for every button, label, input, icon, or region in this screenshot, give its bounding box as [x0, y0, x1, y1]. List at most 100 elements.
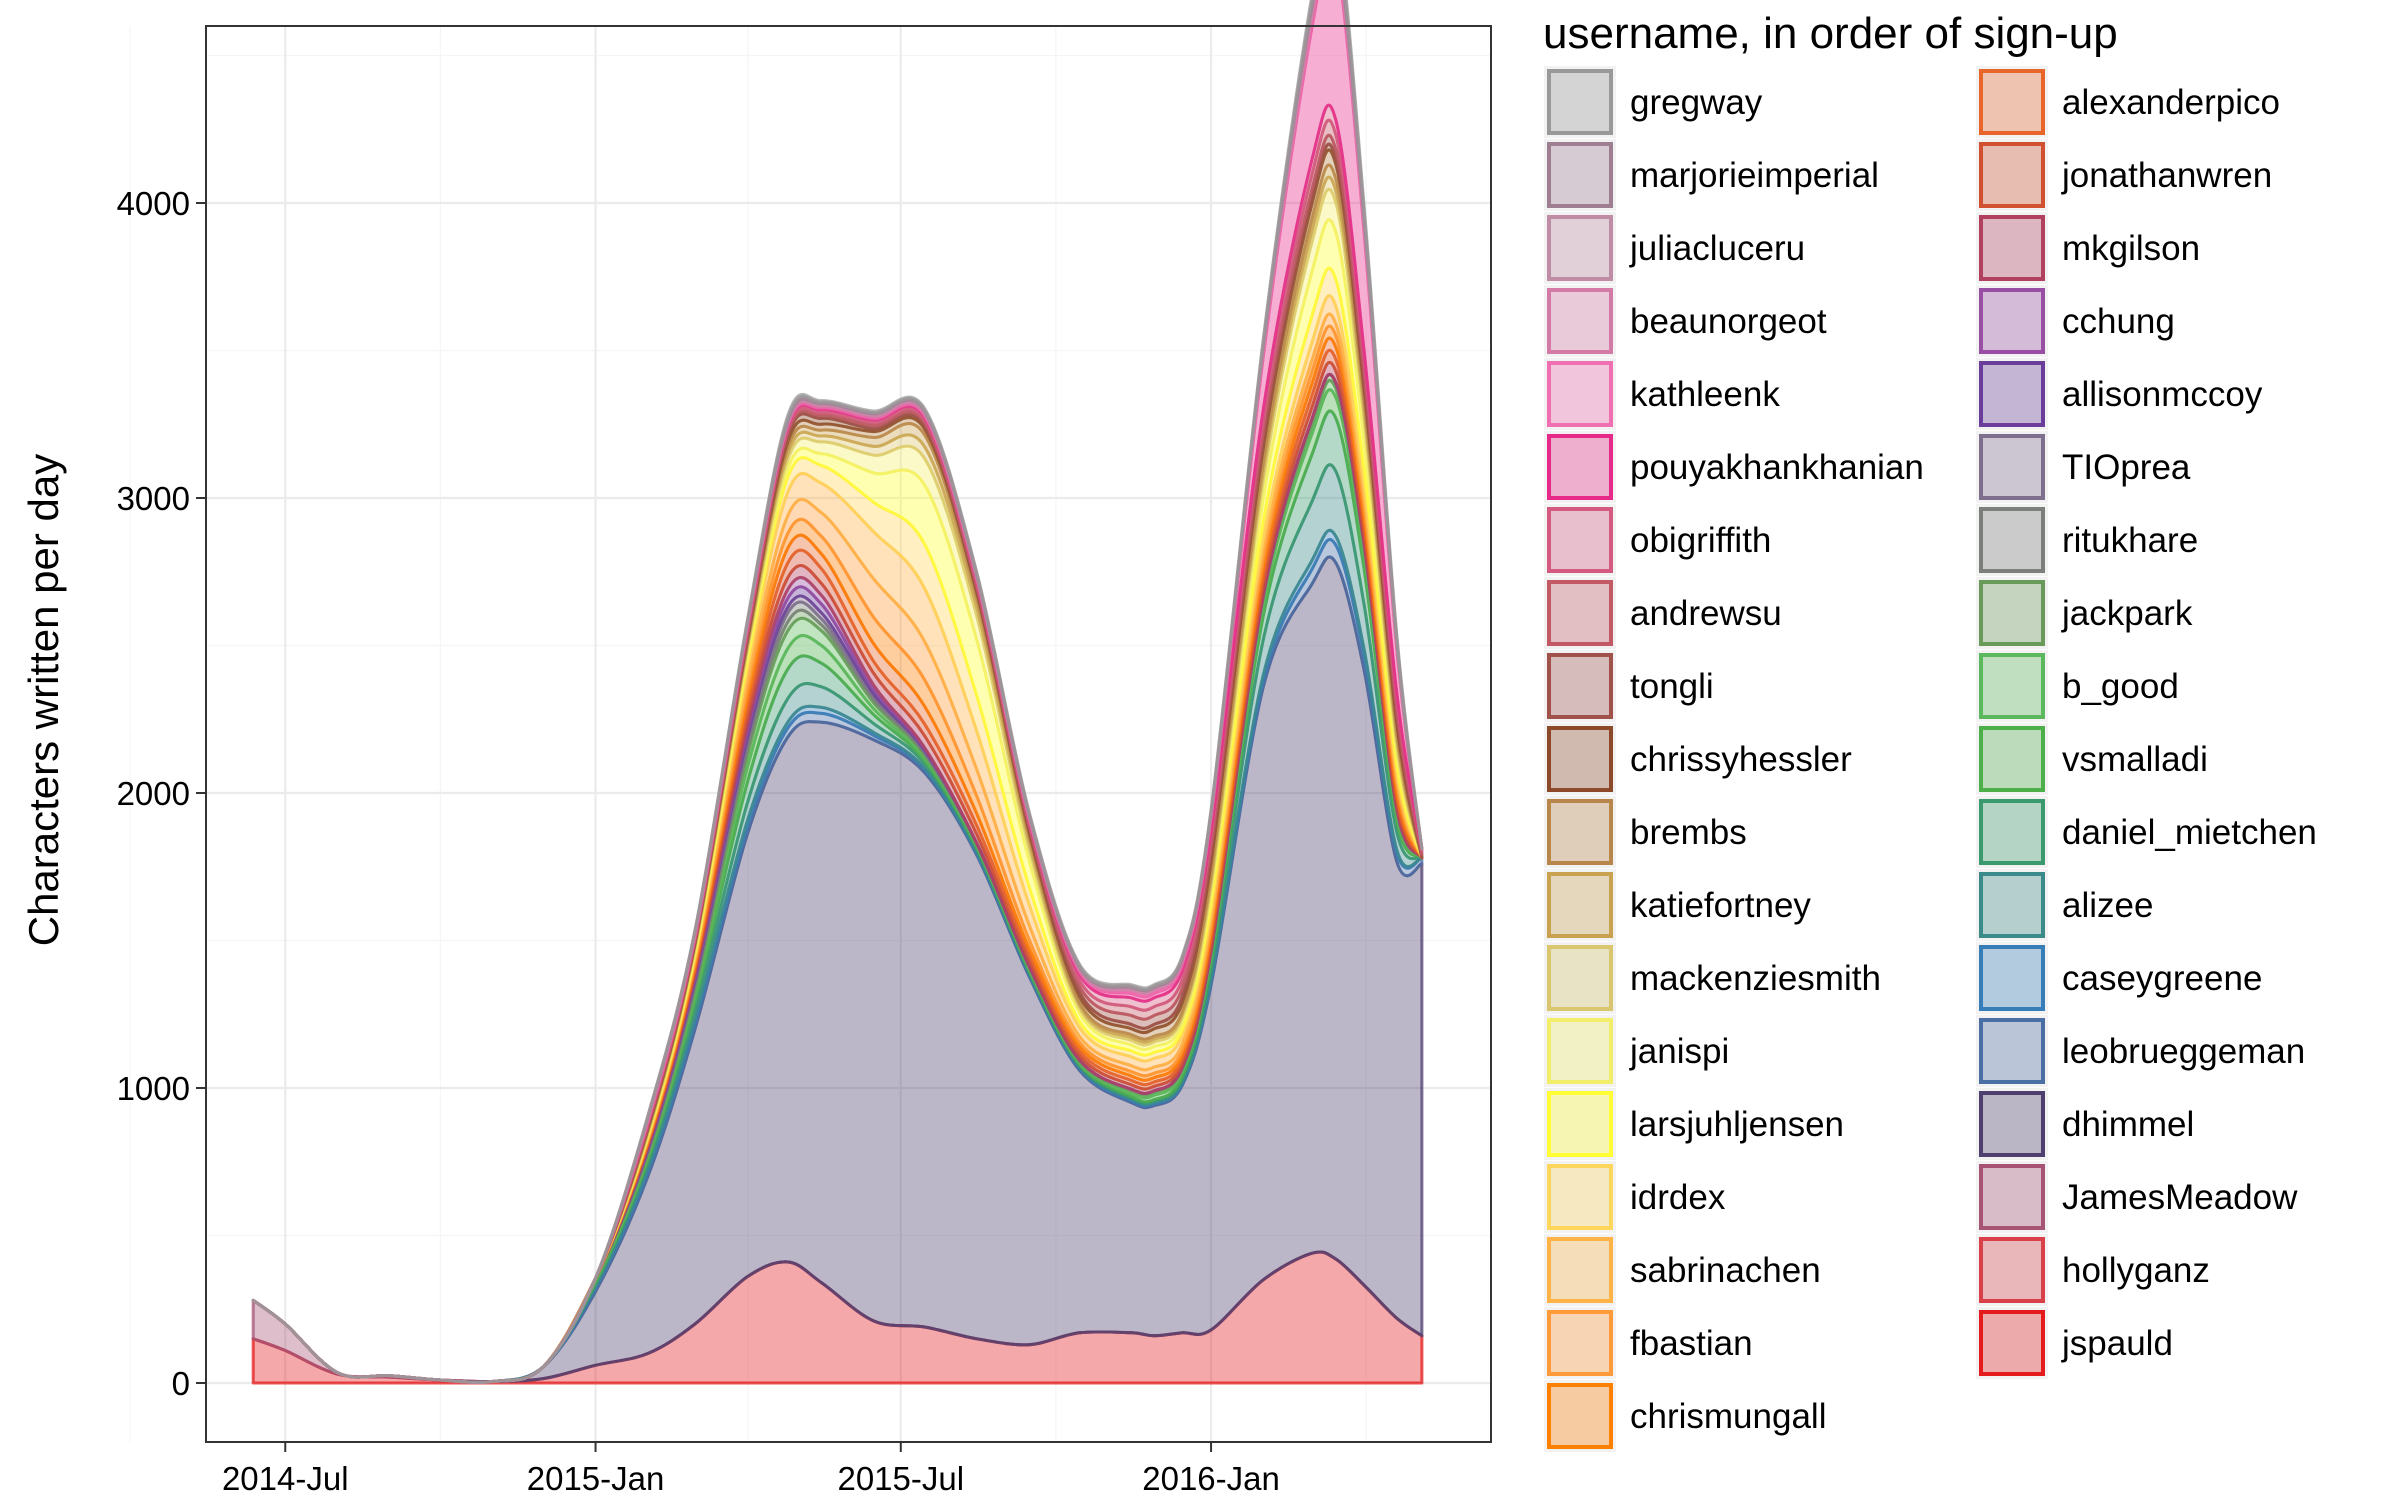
legend-key: [1544, 723, 1616, 795]
legend-label: andrewsu: [1630, 594, 1782, 633]
legend-label: gregway: [1630, 83, 1763, 122]
legend-label: janispi: [1630, 1032, 1730, 1071]
legend-label: pouyakhankhanian: [1630, 448, 1924, 487]
legend-item-vsmalladi: vsmalladi: [1975, 723, 2395, 796]
legend-key: [1976, 212, 2048, 284]
legend-key: [1544, 869, 1616, 941]
legend-item-mkgilson: mkgilson: [1975, 212, 2395, 285]
legend-label: hollyganz: [2062, 1251, 2210, 1290]
legend-label: jackpark: [2062, 594, 2193, 633]
legend-swatch: [1979, 142, 2045, 208]
legend-key: [1976, 942, 2048, 1014]
legend-label: allisonmccoy: [2062, 375, 2263, 414]
legend-swatch: [1979, 1310, 2045, 1376]
legend-key: [1976, 66, 2048, 138]
legend-key: [1976, 650, 2048, 722]
legend-item-janispi: janispi: [1543, 1015, 1963, 1088]
legend-label: alizee: [2062, 886, 2154, 925]
legend-swatch: [1547, 726, 1613, 792]
legend-swatch: [1547, 1164, 1613, 1230]
y-tick-label: 2000: [117, 775, 190, 812]
legend-swatch: [1547, 1091, 1613, 1157]
legend-item-hollyganz: hollyganz: [1975, 1234, 2395, 1307]
legend-swatch: [1979, 580, 2045, 646]
legend-key: [1544, 796, 1616, 868]
legend-item-sabrinachen: sabrinachen: [1543, 1234, 1963, 1307]
legend-label: katiefortney: [1630, 886, 1811, 925]
x-tick-label: 2015-Jan: [527, 1460, 665, 1497]
legend-title: username, in order of sign-up: [1543, 9, 2118, 58]
legend-swatch: [1547, 1237, 1613, 1303]
legend-swatch: [1979, 1091, 2045, 1157]
legend-swatch: [1979, 215, 2045, 281]
legend-swatch: [1547, 653, 1613, 719]
x-tick-label: 2015-Jul: [837, 1460, 964, 1497]
legend-swatch: [1979, 361, 2045, 427]
legend-item-marjorieimperial: marjorieimperial: [1543, 139, 1963, 212]
legend-key: [1544, 577, 1616, 649]
legend-key: [1976, 1234, 2048, 1306]
legend-key: [1544, 1380, 1616, 1452]
legend-label: ritukhare: [2062, 521, 2199, 560]
legend-key: [1976, 139, 2048, 211]
legend-key: [1544, 1015, 1616, 1087]
x-tick-label: 2016-Jan: [1142, 1460, 1280, 1497]
legend-label: JamesMeadow: [2062, 1178, 2298, 1217]
legend-label: obigriffith: [1630, 521, 1772, 560]
legend-swatch: [1979, 434, 2045, 500]
legend-swatch: [1547, 872, 1613, 938]
legend-swatch: [1547, 434, 1613, 500]
legend-key: [1544, 504, 1616, 576]
legend-item-gregway: gregway: [1543, 66, 1963, 139]
legend-swatch: [1979, 69, 2045, 135]
legend-swatch: [1979, 1018, 2045, 1084]
legend-swatch: [1547, 580, 1613, 646]
legend-item-alizee: alizee: [1975, 869, 2395, 942]
legend-swatch: [1979, 726, 2045, 792]
y-tick-label: 3000: [117, 480, 190, 517]
legend-swatch: [1979, 1164, 2045, 1230]
legend-key: [1976, 431, 2048, 503]
legend-item-jackpark: jackpark: [1975, 577, 2395, 650]
x-axis: 2014-Jul 2015-Jan 2015-Jul 2016-Jan: [222, 1442, 1280, 1497]
legend-key: [1976, 504, 2048, 576]
y-axis-title: Characters written per day: [20, 454, 67, 947]
legend-item-tioprea: TIOprea: [1975, 431, 2395, 504]
legend-label: jonathanwren: [2062, 156, 2273, 195]
legend-swatch: [1547, 1018, 1613, 1084]
legend-key: [1544, 431, 1616, 503]
legend: username, in order of sign-up gregway mar…: [1543, 6, 2393, 1496]
legend-label: caseygreene: [2062, 959, 2263, 998]
legend-key: [1976, 1088, 2048, 1160]
legend-item-jspauld: jspauld: [1975, 1307, 2395, 1380]
legend-item-b-good: b_good: [1975, 650, 2395, 723]
legend-item-chrissyhessler: chrissyhessler: [1543, 723, 1963, 796]
y-tick-label: 4000: [117, 185, 190, 222]
legend-item-dhimmel: dhimmel: [1975, 1088, 2395, 1161]
legend-item-alexanderpico: alexanderpico: [1975, 66, 2395, 139]
legend-swatch: [1547, 215, 1613, 281]
legend-swatch: [1547, 288, 1613, 354]
legend-item-larsjuhljensen: larsjuhljensen: [1543, 1088, 1963, 1161]
legend-item-leobrueggeman: leobrueggeman: [1975, 1015, 2395, 1088]
legend-swatch: [1547, 945, 1613, 1011]
legend-key: [1544, 1234, 1616, 1306]
legend-item-daniel-mietchen: daniel_mietchen: [1975, 796, 2395, 869]
legend-item-jonathanwren: jonathanwren: [1975, 139, 2395, 212]
legend-label: b_good: [2062, 667, 2179, 706]
legend-item-chrismungall: chrismungall: [1543, 1380, 1963, 1453]
legend-label: daniel_mietchen: [2062, 813, 2317, 852]
legend-key: [1976, 796, 2048, 868]
x-tick-label: 2014-Jul: [222, 1460, 349, 1497]
legend-key: [1544, 285, 1616, 357]
legend-swatch: [1979, 1237, 2045, 1303]
legend-label: kathleenk: [1630, 375, 1780, 414]
legend-key: [1544, 212, 1616, 284]
legend-item-idrdex: idrdex: [1543, 1161, 1963, 1234]
legend-key: [1976, 358, 2048, 430]
legend-swatch: [1979, 507, 2045, 573]
legend-item-katiefortney: katiefortney: [1543, 869, 1963, 942]
legend-key: [1976, 577, 2048, 649]
legend-item-cchung: cchung: [1975, 285, 2395, 358]
